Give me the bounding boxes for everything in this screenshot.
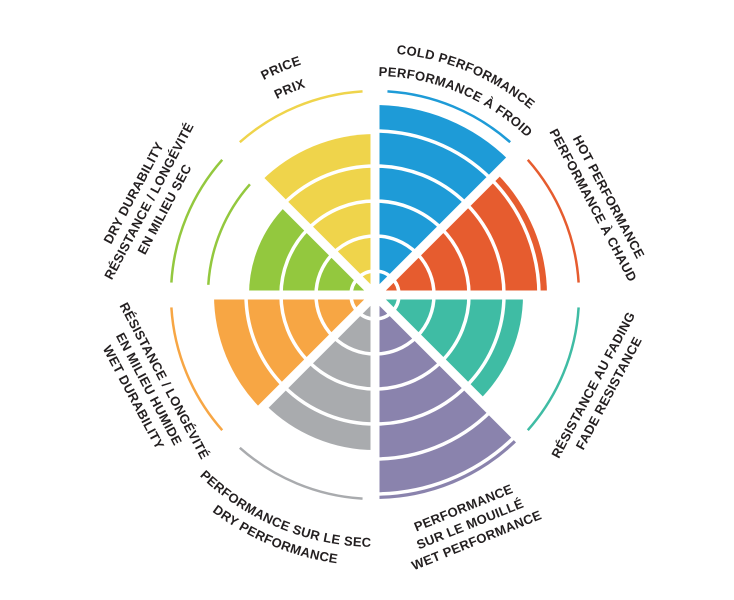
spoke-divider [371, 141, 529, 299]
rim-arc-dry-durability [170, 159, 224, 283]
wedge-fade-resistance [375, 295, 523, 400]
rim-arc-fade-resistance [526, 307, 580, 431]
wedge-wet-performance [375, 295, 520, 499]
wedge-dry-durability [249, 205, 375, 295]
wedge-hot-performance [375, 173, 547, 295]
rim-arc-hot-performance [526, 159, 580, 283]
rim-arc-wet-durability [170, 307, 224, 431]
spoke-divider [371, 291, 529, 449]
wedge-wet-durability [214, 295, 375, 409]
wedge-price [261, 134, 375, 295]
spoke-divider [221, 291, 379, 449]
label-price-line2: PRIX [272, 76, 307, 102]
label-dry-durability-line2: RÉSISTANCE / LONGÉVITÉ [101, 120, 197, 282]
rim-arc-cold-performance [387, 90, 511, 144]
spoke-divider [221, 141, 379, 299]
inner-arc-dry-durability [207, 183, 251, 285]
rim-arc-price [239, 90, 363, 144]
rim-arc-dry-performance [239, 446, 363, 500]
